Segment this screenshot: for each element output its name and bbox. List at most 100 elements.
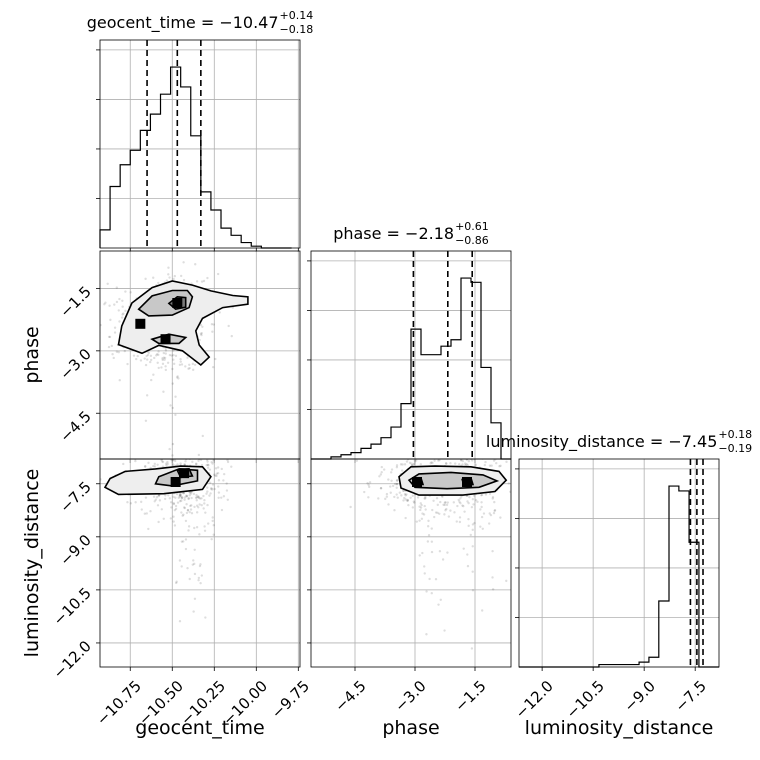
sample-point: [174, 496, 177, 499]
sample-point: [195, 463, 198, 466]
sample-point: [389, 485, 392, 488]
sample-point: [179, 494, 182, 498]
sample-point: [404, 516, 407, 520]
sample-point: [497, 455, 499, 457]
sample-point: [211, 330, 214, 333]
sample-point: [206, 490, 209, 493]
sample-point: [465, 459, 469, 461]
sample-point: [446, 551, 449, 554]
sample-point: [436, 511, 439, 515]
sample-point: [437, 459, 440, 462]
sample-point: [209, 492, 212, 495]
sample-point: [210, 460, 213, 464]
sample-point: [476, 500, 479, 504]
sample-point: [168, 497, 171, 500]
x-axis-label-luminosity-distance: luminosity_distance: [525, 717, 714, 739]
sample-point: [439, 500, 442, 504]
title-value: geocent_time = −10.47: [87, 13, 279, 33]
sample-point: [157, 353, 160, 357]
sample-point: [404, 498, 407, 501]
sample-point: [117, 351, 120, 354]
sample-point: [453, 511, 456, 514]
sample-point: [205, 492, 208, 495]
sample-point: [175, 580, 178, 583]
sample-point: [480, 505, 483, 509]
sample-point: [177, 377, 180, 380]
sample-point: [182, 491, 185, 495]
sample-point: [488, 512, 491, 515]
sample-point: [111, 352, 114, 356]
sample-point: [177, 496, 180, 500]
density-peak: [170, 476, 181, 487]
sample-point: [118, 379, 121, 382]
sample-point: [211, 438, 213, 440]
sample-point: [185, 447, 187, 449]
x-tick-label-geocent-time: −9.75: [268, 677, 313, 722]
sample-point: [206, 451, 208, 453]
grid-lines: [100, 251, 300, 459]
sample-point: [394, 443, 396, 445]
sample-point: [447, 515, 451, 518]
sample-point: [174, 581, 178, 585]
sample-point: [487, 522, 491, 525]
sample-point: [413, 462, 416, 465]
sample-point: [460, 495, 463, 498]
sample-point: [121, 299, 124, 302]
sample-point: [393, 509, 396, 512]
sample-point: [195, 493, 198, 497]
sample-point: [153, 465, 157, 468]
sample-point: [467, 501, 470, 505]
sample-point: [499, 516, 502, 519]
sample-point: [155, 450, 157, 452]
sample-point: [174, 459, 177, 463]
sample-point: [192, 368, 195, 372]
sample-point: [431, 508, 434, 512]
sample-point: [180, 565, 183, 568]
sample-point: [192, 610, 195, 613]
sample-point: [472, 494, 476, 497]
sample-point: [436, 503, 439, 507]
sample-point: [109, 318, 112, 322]
sample-point: [182, 491, 185, 495]
joint-panel-geocent-time-vs-luminosity-distance: [96, 438, 301, 671]
sample-point: [402, 499, 405, 502]
sample-point: [198, 564, 202, 568]
sample-point: [145, 394, 149, 397]
sample-point: [183, 498, 186, 501]
sample-point: [175, 376, 179, 379]
sample-point: [197, 506, 200, 509]
sample-point: [134, 501, 137, 504]
sample-point: [467, 517, 470, 521]
sample-point: [150, 378, 153, 382]
sample-point: [493, 509, 496, 513]
sample-point: [115, 300, 119, 304]
sample-point: [118, 320, 121, 323]
sample-point: [181, 496, 184, 499]
sample-point: [172, 353, 175, 357]
sample-point: [423, 565, 426, 568]
sample-point: [393, 495, 396, 499]
sample-point: [468, 447, 470, 449]
y-tick-label-phase: −4.5: [56, 407, 94, 445]
sample-point: [484, 493, 488, 496]
sample-point: [438, 512, 441, 516]
sample-point: [210, 487, 213, 491]
sample-point: [144, 363, 148, 367]
sample-point: [203, 529, 207, 532]
sample-point: [108, 304, 111, 307]
sample-point: [206, 466, 210, 469]
sample-point: [145, 512, 148, 515]
sample-point: [421, 551, 424, 555]
histogram-title-phase: phase = −2.18 +0.61−0.86: [333, 220, 489, 247]
sample-point: [200, 497, 203, 500]
sample-point: [444, 509, 447, 512]
sample-point: [112, 356, 115, 360]
sample-point: [149, 510, 152, 513]
sample-point: [157, 455, 159, 457]
sample-point: [187, 497, 190, 500]
sample-point: [449, 451, 451, 453]
sample-point: [207, 454, 209, 456]
sample-point: [396, 479, 399, 482]
sample-point: [178, 493, 182, 497]
sample-point: [104, 301, 107, 304]
